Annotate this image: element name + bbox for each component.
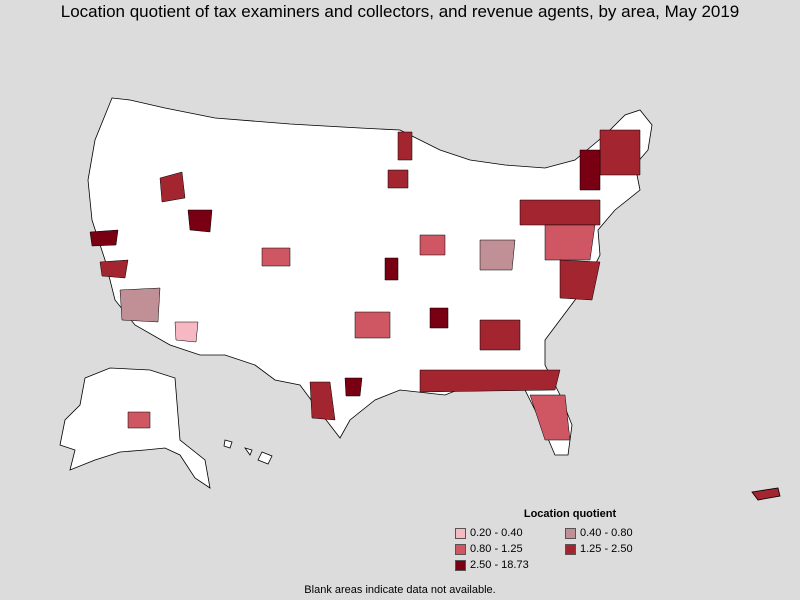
legend: Location quotient 0.20 - 0.40 0.40 - 0.8… (455, 508, 715, 572)
legend-label: 1.25 - 2.50 (580, 543, 633, 555)
legend-label: 2.50 - 18.73 (470, 559, 529, 571)
hawaii-shape (223, 439, 273, 465)
legend-label: 0.80 - 1.25 (470, 543, 523, 555)
legend-title: Location quotient (523, 508, 617, 520)
legend-item-0: 0.20 - 0.40 (455, 526, 565, 540)
map-title: Location quotient of tax examiners and c… (60, 2, 740, 21)
legend-item-3: 1.25 - 2.50 (565, 542, 685, 556)
legend-grid: 0.20 - 0.40 0.40 - 0.80 0.80 - 1.25 1.25… (455, 526, 715, 572)
legend-item-4: 2.50 - 18.73 (455, 558, 565, 572)
legend-swatch (455, 543, 466, 555)
legend-swatch (455, 527, 466, 539)
legend-item-2: 0.80 - 1.25 (455, 542, 565, 556)
legend-label: 0.40 - 0.80 (580, 527, 633, 539)
shaded-areas (89, 129, 641, 441)
legend-swatch (455, 559, 466, 571)
legend-swatch (565, 527, 576, 539)
legend-swatch (565, 543, 576, 555)
footnote: Blank areas indicate data not available. (304, 584, 496, 596)
legend-item-1: 0.40 - 0.80 (565, 526, 685, 540)
legend-label: 0.20 - 0.40 (470, 527, 523, 539)
contiguous-us-shape (87, 97, 653, 456)
puerto-rico-shape (751, 487, 781, 501)
